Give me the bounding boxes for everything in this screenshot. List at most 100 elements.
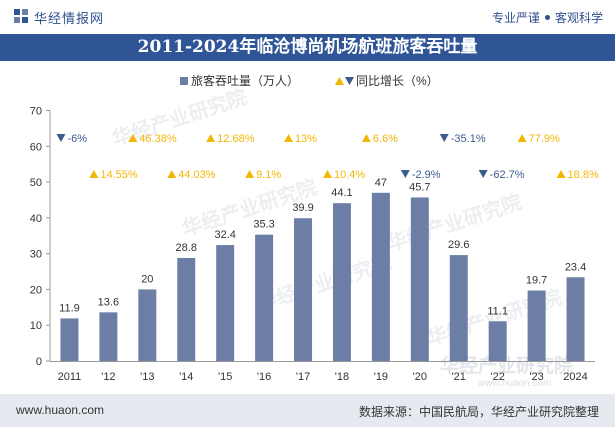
y-tick-label: 40 — [30, 213, 42, 225]
growth-up-marker-icon — [284, 134, 294, 142]
bar-value-label: 39.9 — [292, 202, 313, 214]
y-tick-label: 0 — [36, 356, 42, 368]
growth-value-label: 6.6% — [373, 133, 398, 145]
footer-url: www.huaon.com — [16, 403, 105, 417]
y-tick-label: 70 — [30, 106, 42, 118]
logo-text: 华经情报网 — [34, 11, 105, 26]
bar — [177, 257, 196, 361]
bars: 11.9 13.6 20 28.8 32.4 35.3 39.9 44.1 47 45.7 29.6… — [59, 177, 586, 361]
bar-value-label: 32.4 — [214, 229, 235, 241]
axes: 0 10 20 30 40 50 60 70 2011 '12 '13 '14 '15 '16 '17 '18… — [30, 106, 595, 383]
x-tick-label: '21 — [452, 371, 466, 383]
growth-value-label: 18.8% — [568, 169, 599, 181]
top-bar: 华经情报网 专业严谨 客观科学 — [0, 0, 615, 34]
x-tick-label: '20 — [413, 371, 427, 383]
bar-value-label: 13.6 — [98, 296, 119, 308]
x-tick-label: '23 — [529, 371, 543, 383]
x-tick-label: '16 — [257, 371, 271, 383]
bar-value-label: 11.1 — [487, 305, 508, 317]
growth-value-label: 77.9% — [529, 133, 560, 145]
growth-value-label: 9.1% — [256, 169, 281, 181]
x-tick-label: '18 — [335, 371, 349, 383]
growth-value-label: 13% — [295, 133, 317, 145]
growth-markers: -6% 14.55% 46.38% 44.03% 12.68% 9.1% 13% 10.4% 6… — [56, 133, 599, 181]
growth-up-marker-icon — [556, 170, 566, 178]
growth-up-marker-icon — [206, 134, 216, 142]
y-tick-label: 10 — [30, 320, 42, 332]
growth-up-marker-icon — [245, 170, 255, 178]
bar-value-label: 19.7 — [526, 275, 547, 287]
growth-value-label: -35.1% — [451, 133, 486, 145]
growth-down-marker-icon — [439, 134, 449, 142]
x-tick-label: '12 — [101, 371, 115, 383]
bar — [488, 321, 507, 361]
title-bar: 2011-2024年临沧博尚机场航班旅客吞吐量 — [0, 34, 615, 61]
growth-up-marker-icon — [517, 134, 527, 142]
bar-value-label: 23.4 — [565, 261, 586, 273]
footer-watermark-url: www.huaon.com — [477, 378, 551, 389]
growth-value-label: 46.38% — [139, 133, 177, 145]
growth-value-label: 44.03% — [178, 169, 216, 181]
legend-bar-label: 旅客吞吐量（万人） — [191, 73, 299, 88]
bar-value-label: 20 — [141, 273, 153, 285]
growth-up-marker-icon — [361, 134, 371, 142]
growth-value-label: -62.7% — [490, 169, 525, 181]
x-tick-label: 2024 — [563, 371, 587, 383]
bar — [99, 312, 118, 361]
growth-up-marker-icon — [128, 134, 138, 142]
bar-value-label: 29.6 — [448, 239, 469, 251]
y-tick-label: 60 — [30, 141, 42, 153]
footer: www.huaon.com 数据来源：中国民航局，华经产业研究院整理 — [0, 394, 615, 427]
growth-value-label: -6% — [67, 133, 87, 145]
legend: 旅客吞吐量（万人） 同比增长（%） — [180, 73, 439, 88]
y-tick-label: 50 — [30, 177, 42, 189]
legend-down-triangle-icon — [345, 77, 354, 85]
growth-value-label: -2.9% — [412, 169, 441, 181]
bar-value-label: 11.9 — [59, 302, 80, 314]
bar — [138, 289, 157, 361]
bar — [294, 218, 313, 361]
bar — [216, 245, 235, 361]
x-tick-label: '17 — [296, 371, 310, 383]
y-tick-label: 30 — [30, 249, 42, 261]
bar — [332, 203, 351, 361]
x-tick-label: '15 — [218, 371, 232, 383]
growth-value-label: 10.4% — [334, 169, 365, 181]
x-tick-label: 2011 — [58, 371, 82, 383]
growth-up-marker-icon — [322, 170, 332, 178]
growth-down-marker-icon — [478, 170, 488, 178]
bar-value-label: 45.7 — [409, 181, 430, 193]
y-tick-label: 20 — [30, 284, 42, 296]
bar — [449, 255, 468, 361]
bar-value-label: 28.8 — [176, 242, 197, 254]
footer-source: 数据来源：中国民航局，华经产业研究院整理 — [358, 405, 599, 419]
bar — [60, 318, 79, 361]
bar-value-label: 44.1 — [331, 187, 352, 199]
x-tick-label: '14 — [179, 371, 193, 383]
slogan: 专业严谨 客观科学 — [492, 9, 603, 26]
slogan-left: 专业严谨 — [491, 11, 540, 25]
growth-up-marker-icon — [167, 170, 177, 178]
bar — [527, 290, 546, 361]
growth-value-label: 12.68% — [217, 133, 255, 145]
bar-value-label: 35.3 — [253, 219, 274, 231]
growth-down-marker-icon — [56, 134, 66, 142]
legend-up-triangle-icon — [335, 77, 344, 85]
slogan-right: 客观科学 — [554, 11, 603, 25]
bar — [371, 192, 390, 361]
x-tick-label: '22 — [491, 371, 505, 383]
chart-title: 2011-2024年临沧博尚机场航班旅客吞吐量 — [137, 37, 478, 57]
bar — [566, 277, 585, 361]
growth-up-marker-icon — [89, 170, 99, 178]
bar — [410, 197, 429, 361]
legend-growth-label: 同比增长（%） — [356, 74, 439, 88]
bar — [255, 234, 274, 361]
bar-value-label: 47 — [375, 177, 387, 189]
growth-value-label: 14.55% — [100, 169, 138, 181]
legend-bar-swatch — [180, 77, 188, 85]
growth-down-marker-icon — [400, 170, 410, 178]
slogan-dot-icon — [544, 15, 550, 21]
x-tick-label: '13 — [140, 371, 154, 383]
